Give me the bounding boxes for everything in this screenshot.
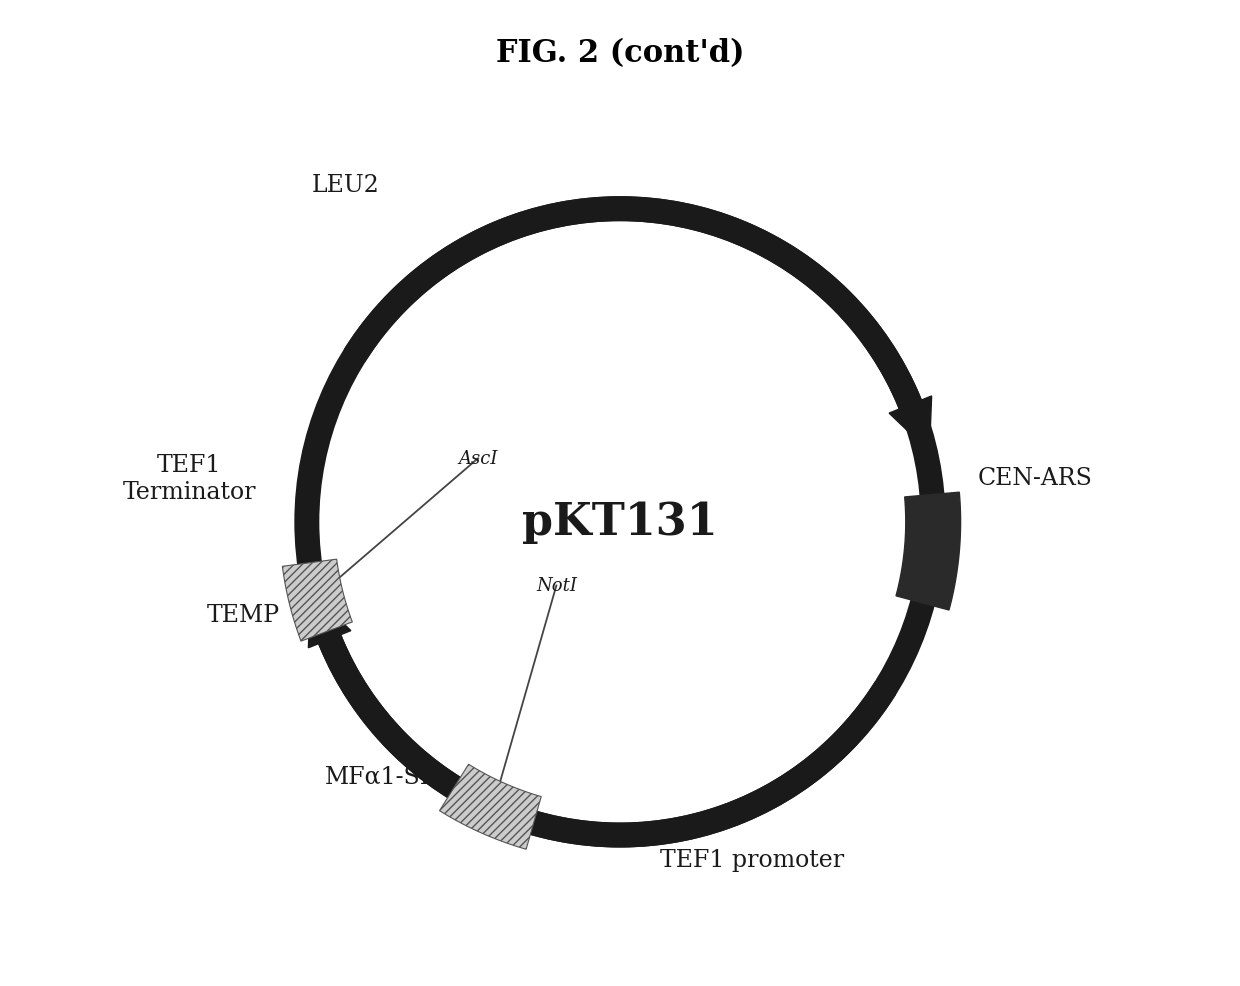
Text: LEU2: LEU2: [312, 174, 379, 196]
Polygon shape: [889, 396, 931, 453]
Text: FIG. 2 (cont'd): FIG. 2 (cont'd): [496, 38, 744, 69]
Polygon shape: [283, 560, 352, 642]
Text: pKT131: pKT131: [522, 501, 718, 544]
Text: MFα1-SP: MFα1-SP: [325, 765, 436, 788]
Text: TEMP: TEMP: [207, 603, 280, 627]
Polygon shape: [439, 764, 541, 849]
Text: TEF1
Terminator: TEF1 Terminator: [123, 454, 257, 503]
Text: TEF1 promoter: TEF1 promoter: [660, 848, 844, 871]
Polygon shape: [897, 493, 961, 610]
Polygon shape: [309, 593, 351, 648]
Text: AscI: AscI: [459, 450, 497, 467]
Text: CEN-ARS: CEN-ARS: [977, 466, 1092, 490]
Text: NotI: NotI: [536, 577, 577, 595]
